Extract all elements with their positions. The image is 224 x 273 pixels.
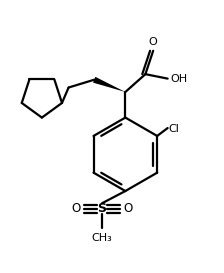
Text: Cl: Cl: [169, 124, 180, 134]
Text: OH: OH: [170, 74, 187, 84]
Text: O: O: [124, 202, 133, 215]
Text: S: S: [97, 202, 106, 215]
Text: CH₃: CH₃: [92, 233, 112, 243]
Text: O: O: [149, 37, 157, 48]
Text: O: O: [71, 202, 80, 215]
Polygon shape: [93, 77, 125, 92]
